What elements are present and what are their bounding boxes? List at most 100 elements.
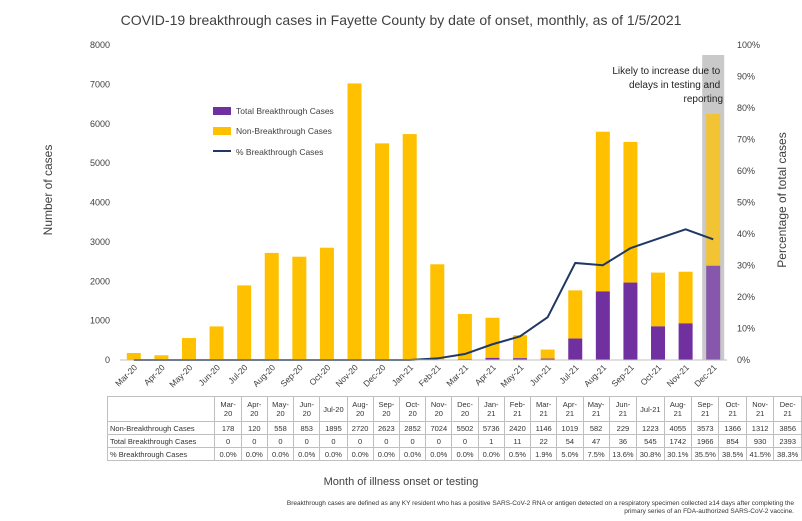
y2-tick-label: 60% <box>737 166 755 176</box>
bar-non-breakthrough <box>595 131 610 292</box>
table-cell: 0.0% <box>398 447 427 461</box>
x-tick-label: Jun-20 <box>197 362 223 388</box>
table-header-cell: Aug- 21 <box>663 396 693 422</box>
x-tick-label: Dec-21 <box>692 362 719 389</box>
bar-total-breakthrough <box>540 358 555 360</box>
table-cell: 0 <box>398 434 427 448</box>
x-tick-label: Oct-20 <box>307 362 332 387</box>
table-cell: 30.8% <box>636 447 665 461</box>
bar-total-breakthrough <box>485 357 500 360</box>
x-tick-label: Sep-21 <box>609 362 636 389</box>
table-cell: 2852 <box>398 421 427 435</box>
bar-non-breakthrough <box>181 338 196 360</box>
x-tick-label: Jun-21 <box>528 362 554 388</box>
table-cell: 0 <box>425 434 453 448</box>
table-header-cell: Jul-20 <box>319 396 348 422</box>
table-cell: 1.9% <box>530 447 558 461</box>
table-cell: 0.0% <box>293 447 321 461</box>
table-cell: 13.6% <box>608 447 638 461</box>
table-header-cell: Jun- 21 <box>608 396 638 422</box>
bar-non-breakthrough <box>485 317 500 358</box>
bar-non-breakthrough <box>678 271 693 324</box>
table-header-cell: Apr- 21 <box>556 396 584 422</box>
table-header-cell: Dec- 20 <box>451 396 479 422</box>
x-tick-label: Nov-21 <box>665 362 692 389</box>
table-cell: 0.0% <box>425 447 453 461</box>
table-cell: 0 <box>293 434 321 448</box>
table-cell: 5736 <box>477 421 505 435</box>
x-tick-label: Nov-20 <box>333 362 360 389</box>
bar-non-breakthrough <box>430 264 445 360</box>
bar-non-breakthrough <box>237 285 252 360</box>
table-cell: 545 <box>636 434 665 448</box>
legend-label-pct-breakthrough: % Breakthrough Cases <box>236 147 323 157</box>
table-header-cell: Oct- 20 <box>398 396 427 422</box>
table-cell: 120 <box>240 421 268 435</box>
y2-tick-label: 40% <box>737 229 755 239</box>
y-tick-label: 6000 <box>90 119 110 129</box>
table-header-cell: Nov- 21 <box>745 396 775 422</box>
x-tick-label: Oct-21 <box>638 362 663 387</box>
table-cell: 1223 <box>636 421 665 435</box>
x-tick-label: May-20 <box>167 362 194 389</box>
legend-label-non-breakthrough: Non-Breakthrough Cases <box>236 126 332 136</box>
x-tick-label: May-21 <box>498 362 525 389</box>
x-axis-ticks: Mar-20 Apr-20 May-20 Jun-20 Jul-20 Aug-20 Sep-… <box>113 362 719 389</box>
table-cell: 1966 <box>691 434 720 448</box>
footnote: Breakthrough cases are defined as any KY… <box>286 500 794 515</box>
chart-plot: 0 1000 2000 3000 4000 5000 6000 7000 8000 0% 10% 2… <box>41 40 789 389</box>
legend-label-total-breakthrough: Total Breakthrough Cases <box>236 106 334 116</box>
y2-tick-label: 20% <box>737 292 755 302</box>
legend-swatch-total-breakthrough <box>213 107 231 115</box>
y-axis-title: Number of cases <box>41 145 55 236</box>
bar-non-breakthrough <box>540 349 555 359</box>
bar-non-breakthrough <box>347 83 362 361</box>
table-header-cell: Jul-21 <box>636 396 665 422</box>
table-cell: 0.0% <box>451 447 479 461</box>
table-row-label: % Breakthrough Cases <box>106 447 216 461</box>
table-cell: 0.0% <box>346 447 374 461</box>
y-tick-label: 0 <box>105 355 110 365</box>
table-cell: 1742 <box>663 434 693 448</box>
table-cell: 0.0% <box>240 447 268 461</box>
table-row-label: Total Breakthrough Cases <box>106 434 216 448</box>
table-header-cell: May- 21 <box>582 396 610 422</box>
y-tick-label: 8000 <box>90 40 110 50</box>
table-cell: 1895 <box>319 421 348 435</box>
table-header-cell: Jun- 20 <box>293 396 321 422</box>
table-cell: 1019 <box>556 421 584 435</box>
table-cell: 0.0% <box>477 447 505 461</box>
x-tick-label: Feb-21 <box>417 362 443 388</box>
bar-total-breakthrough <box>513 358 528 360</box>
table-header-cell: Mar- 21 <box>530 396 558 422</box>
y-tick-label: 4000 <box>90 198 110 208</box>
x-tick-label: Sep-20 <box>278 362 305 389</box>
y2-axis-title: Percentage of total cases <box>775 132 789 267</box>
table-cell: 0 <box>346 434 374 448</box>
table-cell: 41.5% <box>745 447 775 461</box>
bar-non-breakthrough <box>292 256 307 360</box>
table-cell: 558 <box>266 421 295 435</box>
table-cell: 1 <box>477 434 505 448</box>
table-cell: 582 <box>582 421 610 435</box>
bar-non-breakthrough <box>264 252 279 360</box>
table-cell: 0.0% <box>319 447 348 461</box>
table-header-cell: Mar- 20 <box>214 396 242 422</box>
table-header-cell: Sep- 20 <box>372 396 400 422</box>
bar-non-breakthrough <box>126 352 141 360</box>
bar-non-breakthrough <box>651 272 666 327</box>
table-cell: 36 <box>608 434 638 448</box>
table-cell: 2623 <box>372 421 400 435</box>
table-cell: 38.3% <box>773 447 802 461</box>
bar-total-breakthrough <box>651 326 666 360</box>
x-tick-label: Jul-20 <box>226 362 250 386</box>
y-axis-ticks: 0 1000 2000 3000 4000 5000 6000 7000 8000 <box>90 40 110 365</box>
table-cell: 0 <box>372 434 400 448</box>
y-tick-label: 1000 <box>90 316 110 326</box>
table-row: Total Breakthrough Cases 0 0 0 0 0 0 0 0 0 0 1 11 22 5… <box>106 434 802 448</box>
bar-non-breakthrough <box>623 141 638 283</box>
table-cell: 0.0% <box>372 447 400 461</box>
x-tick-label: Aug-21 <box>582 362 609 389</box>
bar-non-breakthrough <box>568 290 583 339</box>
table-cell: 229 <box>608 421 638 435</box>
